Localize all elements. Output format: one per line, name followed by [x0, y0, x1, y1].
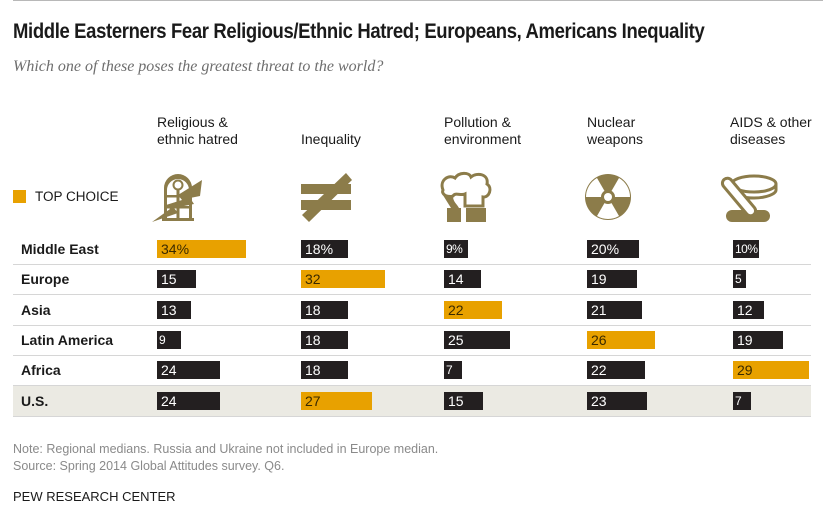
table-row-latin-america: Latin America 9 18 25 26 19 — [13, 325, 811, 356]
bar-latin-america-nuclear-weapons: 26 — [587, 330, 656, 349]
legend-label: TOP CHOICE — [35, 189, 119, 204]
legend: TOP CHOICE — [13, 189, 119, 204]
column-header-diseases: AIDS & other diseases — [730, 114, 812, 148]
row-label: U.S. — [21, 392, 49, 409]
column-header-nuclear: Nuclear weapons — [587, 114, 643, 148]
bar-middle-east-inequality: 18% — [301, 240, 349, 258]
table-row-europe: Europe 15 32 14 19 5 — [13, 264, 811, 296]
bar-africa-pollution-environment: 7 — [444, 361, 463, 380]
table-row-middle-east: Middle East 34% 18% 9% 20% 10% — [13, 234, 811, 265]
bar-europe-inequality: 32 — [301, 270, 385, 289]
row-label: Europe — [21, 271, 70, 288]
column-header-line1: Pollution & — [444, 114, 511, 130]
column-header-line2: weapons — [587, 131, 644, 147]
row-label: Asia — [21, 301, 51, 318]
bar-middle-east-pollution-environment: 9% — [444, 240, 468, 258]
bar-africa-religious-ethnic-hatred: 24 — [157, 361, 220, 380]
church-window-lightning-icon — [152, 174, 202, 222]
table-row-u-s: U.S. 24 27 15 23 7 — [13, 385, 811, 417]
row-label: Middle East — [21, 241, 99, 257]
bar-africa-inequality: 18 — [301, 361, 349, 380]
bar-latin-america-religious-ethnic-hatred: 9 — [157, 330, 181, 349]
bar-africa-nuclear-weapons: 22 — [587, 361, 645, 380]
column-header-line1 — [301, 114, 361, 131]
column-header-line1: Nuclear — [587, 114, 636, 130]
bandage-icon — [720, 174, 778, 222]
footnote: Note: Regional medians. Russia and Ukrai… — [13, 441, 438, 475]
column-header-line2: environment — [444, 131, 522, 147]
top-rule — [13, 0, 823, 1]
column-header-line2: ethnic hatred — [157, 131, 238, 147]
legend-swatch-top-choice — [13, 190, 26, 203]
column-header-pollution: Pollution & environment — [444, 114, 521, 148]
column-header-line1: Religious & — [157, 114, 228, 130]
bar-u-s-inequality: 27 — [301, 391, 372, 410]
bar-europe-pollution-environment: 14 — [444, 270, 481, 289]
bar-latin-america-aids-other-diseases: 19 — [733, 330, 783, 349]
column-header-line2: Inequality — [301, 131, 361, 147]
bar-u-s-aids-other-diseases: 7 — [733, 391, 752, 410]
bar-latin-america-pollution-environment: 25 — [444, 330, 510, 349]
table-row-africa: Africa 24 18 7 22 29 — [13, 355, 811, 387]
brand-label: PEW RESEARCH CENTER — [13, 489, 176, 504]
bar-u-s-nuclear-weapons: 23 — [587, 391, 648, 410]
chart-title: Middle Easterners Fear Religious/Ethnic … — [13, 20, 705, 43]
bar-u-s-pollution-environment: 15 — [444, 391, 484, 410]
bar-asia-nuclear-weapons: 21 — [587, 300, 643, 319]
radiation-icon — [585, 174, 631, 220]
column-header-line2: diseases — [730, 131, 786, 147]
source-text: Source: Spring 2014 Global Attitudes sur… — [13, 459, 285, 473]
bar-latin-america-inequality: 18 — [301, 330, 349, 349]
bar-europe-nuclear-weapons: 19 — [587, 270, 637, 289]
column-header-religious-hatred: Religious & ethnic hatred — [157, 114, 238, 148]
note-text: Note: Regional medians. Russia and Ukrai… — [13, 442, 439, 456]
column-header-line1: AIDS & other — [730, 114, 812, 130]
row-label: Latin America — [21, 331, 114, 348]
smokestack-icon — [440, 171, 492, 222]
bar-europe-aids-other-diseases: 5 — [733, 270, 747, 289]
bar-asia-aids-other-diseases: 12 — [733, 300, 765, 319]
table-row-asia: Asia 13 18 22 21 12 — [13, 295, 811, 326]
bar-middle-east-religious-ethnic-hatred: 34% — [157, 240, 247, 258]
bar-middle-east-aids-other-diseases: 10% — [733, 240, 760, 258]
chart-subtitle: Which one of these poses the greatest th… — [13, 58, 384, 75]
row-label: Africa — [21, 362, 61, 379]
bar-asia-pollution-environment: 22 — [444, 300, 502, 319]
not-equal-icon — [301, 173, 352, 222]
bar-middle-east-nuclear-weapons: 20% — [587, 240, 640, 258]
bar-asia-religious-ethnic-hatred: 13 — [157, 300, 192, 319]
bar-europe-religious-ethnic-hatred: 15 — [157, 270, 197, 289]
column-header-inequality: Inequality — [301, 114, 361, 148]
bar-asia-inequality: 18 — [301, 300, 349, 319]
bar-africa-aids-other-diseases: 29 — [733, 361, 809, 380]
bar-u-s-religious-ethnic-hatred: 24 — [157, 391, 220, 410]
